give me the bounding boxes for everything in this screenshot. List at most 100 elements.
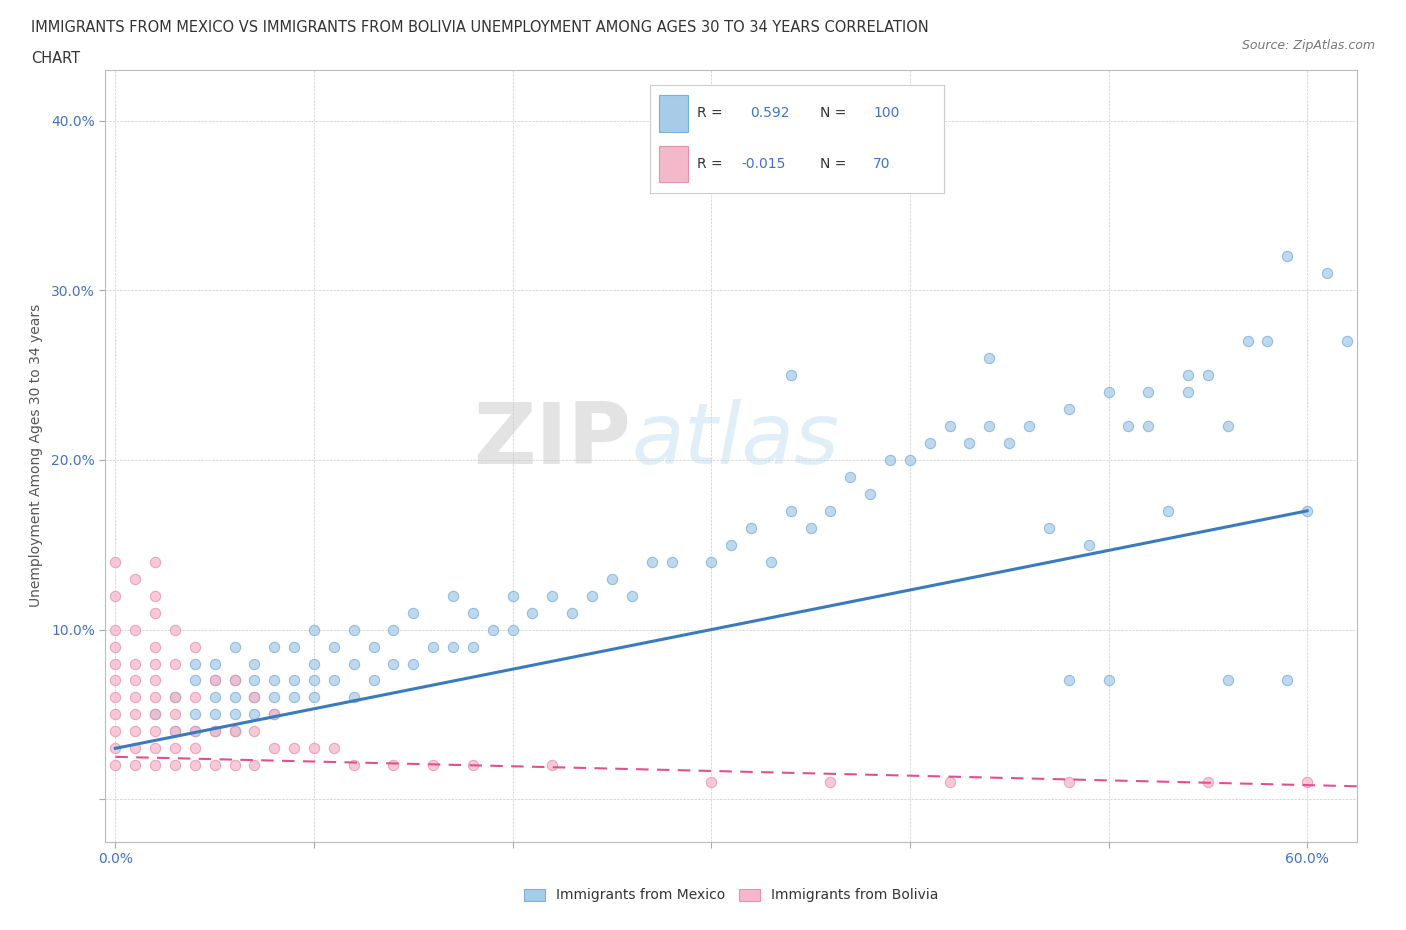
Point <box>363 673 385 688</box>
Point <box>541 588 564 603</box>
Point <box>243 690 266 705</box>
Point <box>343 656 366 671</box>
Point <box>143 588 166 603</box>
Point <box>561 605 583 620</box>
Point <box>1177 385 1199 400</box>
Point <box>322 639 344 654</box>
Point <box>224 673 246 688</box>
Point <box>979 351 1001 365</box>
Point <box>104 554 127 569</box>
Point <box>163 758 186 773</box>
Point <box>1018 418 1040 433</box>
Point <box>243 690 266 705</box>
Point <box>1097 385 1119 400</box>
Point <box>143 554 166 569</box>
Point <box>302 656 325 671</box>
Point <box>1216 418 1239 433</box>
Point <box>224 758 246 773</box>
Point <box>124 690 146 705</box>
Point <box>163 690 186 705</box>
Point <box>184 758 207 773</box>
Point <box>382 758 405 773</box>
Point <box>1137 385 1160 400</box>
Point <box>640 554 662 569</box>
Point <box>224 690 246 705</box>
Point <box>184 707 207 722</box>
Point <box>104 588 127 603</box>
Point <box>184 724 207 738</box>
Point <box>600 571 623 586</box>
Point <box>263 707 285 722</box>
Point <box>1137 418 1160 433</box>
Point <box>104 622 127 637</box>
Point <box>322 673 344 688</box>
Point <box>204 758 226 773</box>
Point <box>1336 334 1358 349</box>
Point <box>104 673 127 688</box>
Point <box>124 724 146 738</box>
Point <box>184 656 207 671</box>
Text: ZIP: ZIP <box>474 399 631 482</box>
Point <box>740 521 762 536</box>
Point <box>502 588 524 603</box>
Point <box>1216 673 1239 688</box>
Point <box>143 690 166 705</box>
Point <box>224 724 246 738</box>
Point <box>581 588 603 603</box>
Point <box>184 724 207 738</box>
Point <box>184 673 207 688</box>
Point <box>759 554 782 569</box>
Point <box>522 605 544 620</box>
Point <box>720 538 742 552</box>
Text: atlas: atlas <box>631 399 839 482</box>
Point <box>224 673 246 688</box>
Point <box>1197 367 1219 382</box>
Point <box>163 741 186 756</box>
Point <box>1296 775 1319 790</box>
Point <box>879 453 901 468</box>
Point <box>204 724 226 738</box>
Point <box>620 588 643 603</box>
Point <box>502 622 524 637</box>
Point <box>322 741 344 756</box>
Point <box>1157 503 1180 518</box>
Point <box>302 741 325 756</box>
Point <box>143 673 166 688</box>
Point <box>1296 503 1319 518</box>
Point <box>700 554 723 569</box>
Point <box>382 622 405 637</box>
Point <box>184 741 207 756</box>
Point <box>104 741 127 756</box>
Point <box>461 605 484 620</box>
Point <box>124 758 146 773</box>
Point <box>938 418 960 433</box>
Point <box>1057 673 1080 688</box>
Point <box>1038 521 1060 536</box>
Point <box>1057 402 1080 417</box>
Point <box>224 639 246 654</box>
Point <box>124 707 146 722</box>
Text: CHART: CHART <box>31 51 80 66</box>
Point <box>661 554 683 569</box>
Point <box>700 775 723 790</box>
Point <box>918 435 941 450</box>
Point <box>859 486 882 501</box>
Point <box>243 673 266 688</box>
Point <box>343 690 366 705</box>
Point <box>143 758 166 773</box>
Point <box>204 656 226 671</box>
Point <box>820 503 842 518</box>
Point <box>184 690 207 705</box>
Point <box>938 775 960 790</box>
Point <box>204 724 226 738</box>
Point <box>979 418 1001 433</box>
Point <box>104 639 127 654</box>
Point <box>263 690 285 705</box>
Point <box>143 707 166 722</box>
Point <box>283 639 305 654</box>
Point <box>204 707 226 722</box>
Text: Source: ZipAtlas.com: Source: ZipAtlas.com <box>1241 39 1375 52</box>
Point <box>441 588 464 603</box>
Point <box>1277 249 1299 264</box>
Point <box>263 673 285 688</box>
